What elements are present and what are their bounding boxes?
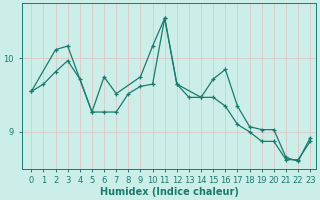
X-axis label: Humidex (Indice chaleur): Humidex (Indice chaleur)	[100, 187, 238, 197]
